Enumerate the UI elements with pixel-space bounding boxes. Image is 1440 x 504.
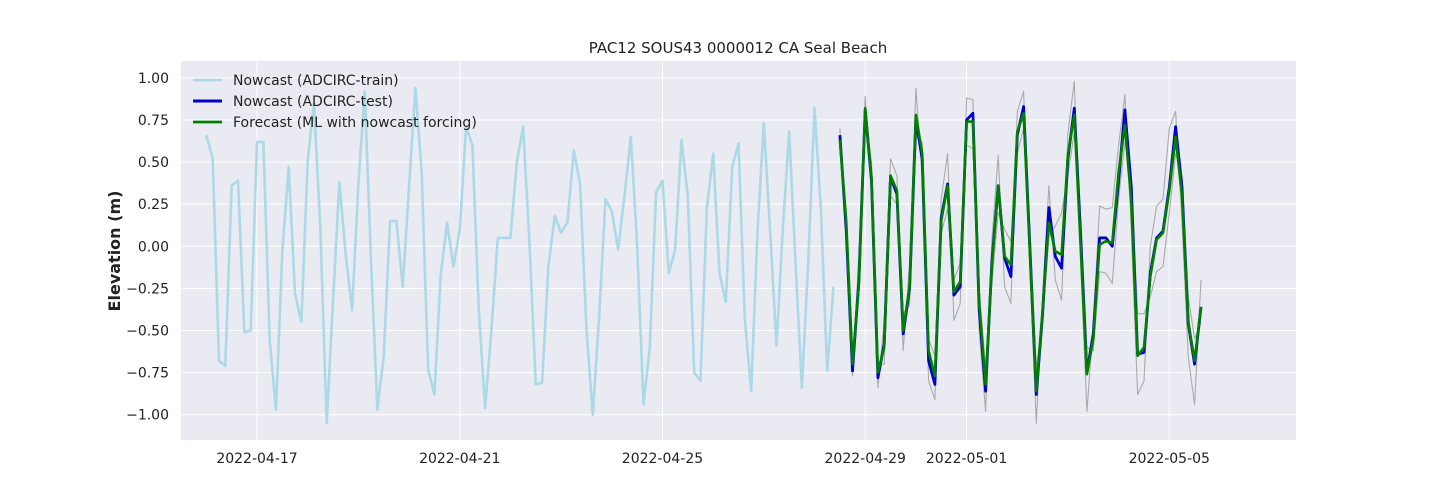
y-axis-label: Elevation (m) (105, 191, 124, 312)
x-axis: 2022-04-17 2022-04-21 2022-04-25 2022-04-29… (216, 451, 1210, 467)
legend-label: Forecast (ML with nowcast forcing) (233, 115, 477, 131)
x-tick-label: 2022-04-29 (825, 451, 906, 467)
x-tick-label: 2022-05-05 (1129, 451, 1210, 467)
series-line-nowcast-train (205, 86, 835, 425)
series-line-forecast-ml (838, 106, 1203, 393)
x-tick-label: 2022-05-01 (926, 451, 1007, 467)
chart-title: PAC12 SOUS43 0000012 CA Seal Beach (589, 39, 888, 57)
y-tick-label: 0.50 (138, 155, 169, 171)
y-tick-label: −0.50 (126, 324, 169, 340)
y-tick-label: −1.00 (126, 408, 169, 424)
x-tick-label: 2022-04-25 (622, 451, 703, 467)
y-tick-label: 0.25 (138, 197, 169, 213)
y-tick-label: −0.25 (126, 281, 169, 297)
y-tick-label: 0.00 (138, 239, 169, 255)
legend: Nowcast (ADCIRC-train) Nowcast (ADCIRC-te… (193, 73, 477, 131)
x-tick-label: 2022-04-21 (419, 451, 500, 467)
y-tick-label: 0.75 (138, 113, 169, 129)
x-tick-label: 2022-04-17 (216, 451, 297, 467)
legend-label: Nowcast (ADCIRC-test) (233, 94, 393, 110)
legend-label: Nowcast (ADCIRC-train) (233, 73, 399, 89)
y-tick-label: 1.00 (138, 71, 169, 87)
y-tick-label: −0.75 (126, 366, 169, 382)
y-axis: −1.00 −0.75 −0.50 −0.25 0.00 0.25 0.50 0.75 1.00 (126, 71, 169, 424)
series-group (205, 80, 1203, 425)
